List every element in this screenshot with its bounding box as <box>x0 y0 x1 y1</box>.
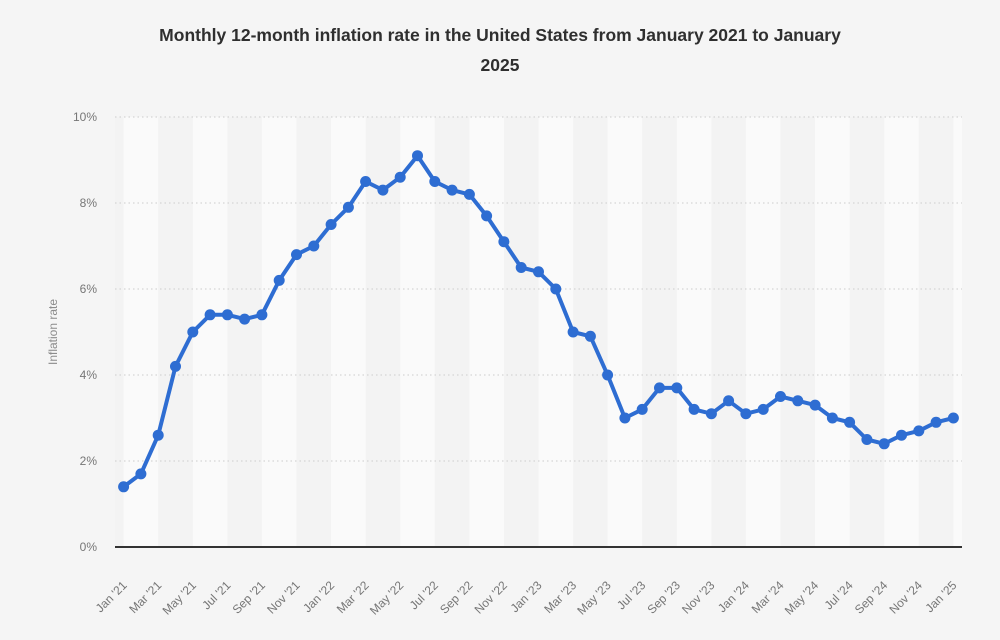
x-tick-label: Jul '22 <box>407 578 441 612</box>
chart-title-line-2: 2025 <box>480 55 520 75</box>
data-point <box>533 266 544 278</box>
y-tick-label: 8% <box>80 196 98 210</box>
data-point <box>204 309 216 321</box>
plot-band <box>261 117 297 547</box>
plot-band <box>538 117 574 547</box>
plot-band <box>884 117 919 547</box>
x-tick-label: May '23 <box>574 578 614 618</box>
data-point <box>775 391 786 402</box>
data-point <box>723 395 735 407</box>
data-point <box>498 236 510 248</box>
data-point <box>636 403 648 415</box>
plot-band <box>953 117 962 547</box>
data-point <box>671 382 683 394</box>
plot-band <box>745 117 781 547</box>
x-tick-label: May '21 <box>160 578 200 618</box>
data-point <box>913 425 925 437</box>
data-point <box>256 309 268 321</box>
plot-band <box>469 117 504 547</box>
x-tick-label: Mar '21 <box>126 578 164 616</box>
data-point <box>463 188 475 200</box>
data-point <box>291 249 302 261</box>
data-point <box>947 412 959 424</box>
x-tick-label: Mar '22 <box>334 578 372 616</box>
data-point <box>861 434 873 445</box>
data-point <box>826 412 838 424</box>
x-tick-label: Sep '21 <box>230 578 269 617</box>
data-point <box>930 416 942 428</box>
data-point <box>896 429 907 441</box>
x-tick-label: Jan '24 <box>715 578 752 615</box>
data-point <box>619 412 631 424</box>
x-tick-label: Jan '22 <box>300 578 337 615</box>
plot-band <box>192 117 228 547</box>
data-point <box>515 262 527 273</box>
data-point <box>809 399 821 411</box>
data-point <box>152 429 164 441</box>
x-tick-label: Nov '21 <box>264 578 303 617</box>
data-point <box>273 274 285 286</box>
data-point <box>740 408 752 420</box>
plot-band <box>676 117 712 547</box>
data-point <box>757 403 769 415</box>
data-point <box>602 369 614 381</box>
x-tick-label: Jul '21 <box>199 578 233 612</box>
x-tick-label: Jan '23 <box>508 578 545 615</box>
chart-title-line-1: Monthly 12-month inflation rate in the U… <box>159 25 841 45</box>
data-point <box>654 382 665 394</box>
x-tick-label: Jan '25 <box>923 578 960 615</box>
y-tick-label: 6% <box>80 282 98 296</box>
x-tick-label: May '24 <box>782 578 822 618</box>
y-tick-label: 10% <box>73 110 97 124</box>
x-tick-label: Nov '22 <box>472 578 511 617</box>
x-tick-label: Jul '23 <box>614 578 648 612</box>
y-axis-title: Inflation rate <box>46 299 60 365</box>
data-point <box>844 416 856 428</box>
x-tick-label: Sep '22 <box>437 578 476 617</box>
data-point <box>221 309 233 321</box>
data-point <box>308 240 320 252</box>
data-point <box>584 330 596 342</box>
data-point <box>688 403 700 415</box>
data-point <box>446 184 458 196</box>
x-tick-label: Jan '21 <box>93 578 130 615</box>
plot-band <box>607 117 643 547</box>
data-point <box>135 468 147 480</box>
data-point <box>325 219 337 230</box>
chart-title: Monthly 12-month inflation rate in the U… <box>60 20 940 80</box>
x-tick-label: Mar '23 <box>541 578 579 616</box>
data-point <box>377 184 389 196</box>
y-tick-label: 2% <box>80 454 98 468</box>
x-tick-label: Mar '24 <box>749 578 787 616</box>
data-point <box>360 176 372 187</box>
data-point <box>239 313 251 325</box>
data-point <box>878 438 890 450</box>
data-point <box>394 171 406 183</box>
x-tick-label: Nov '23 <box>679 578 718 617</box>
y-tick-label: 4% <box>80 368 98 382</box>
plot-band <box>815 117 850 547</box>
data-point <box>567 326 579 338</box>
plot-band <box>400 117 435 547</box>
data-point <box>170 360 181 372</box>
data-point <box>792 395 804 407</box>
x-tick-label: Sep '23 <box>645 578 684 617</box>
data-point <box>550 283 562 295</box>
data-point <box>429 176 441 187</box>
data-point <box>118 481 130 493</box>
x-tick-label: Jul '24 <box>822 578 856 612</box>
data-point <box>705 408 717 420</box>
data-point <box>481 210 493 222</box>
x-tick-label: Sep '24 <box>852 578 891 617</box>
x-tick-label: Nov '24 <box>887 578 926 617</box>
data-point <box>187 326 199 338</box>
data-point <box>412 150 423 162</box>
x-tick-label: May '22 <box>367 578 407 618</box>
data-point <box>342 201 354 213</box>
y-tick-label: 0% <box>80 540 98 554</box>
